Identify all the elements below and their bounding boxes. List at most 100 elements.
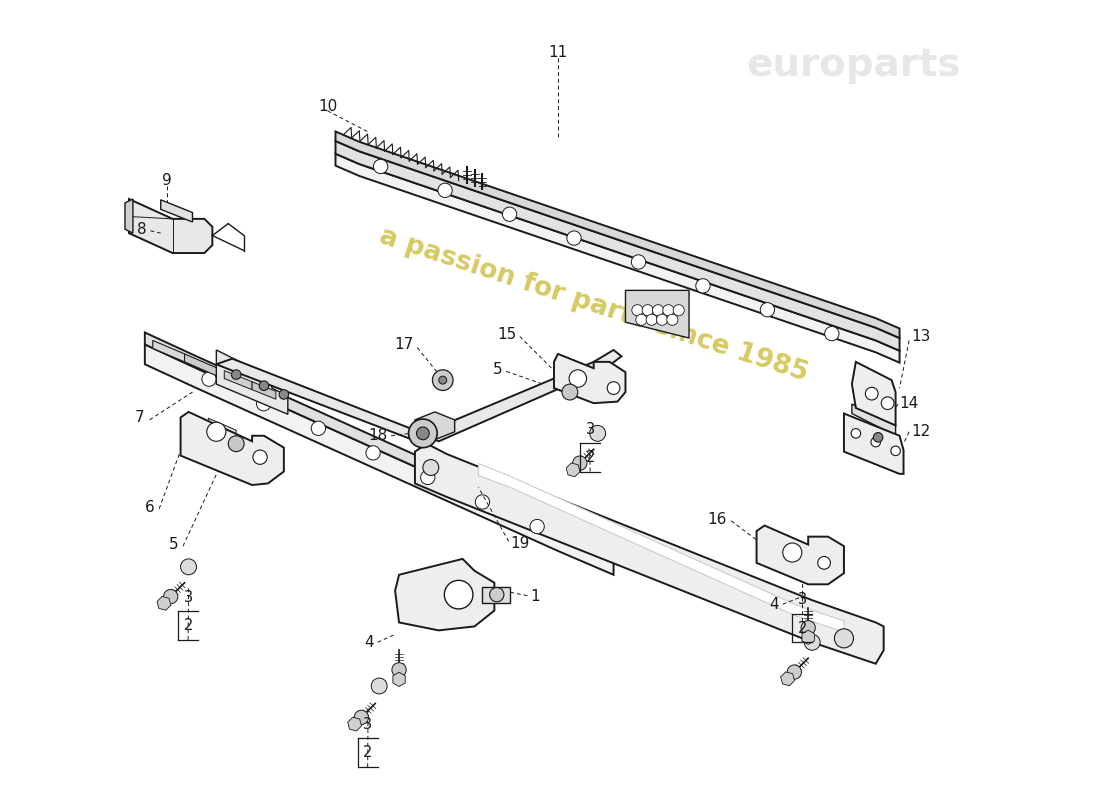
- Polygon shape: [478, 463, 844, 632]
- Circle shape: [420, 470, 434, 485]
- Text: 10: 10: [318, 98, 338, 114]
- Polygon shape: [252, 382, 276, 399]
- Circle shape: [229, 436, 244, 452]
- Text: 19: 19: [510, 535, 530, 550]
- Circle shape: [636, 314, 647, 326]
- Polygon shape: [483, 586, 510, 602]
- Text: 5: 5: [168, 537, 178, 552]
- Polygon shape: [180, 412, 284, 485]
- Polygon shape: [336, 141, 900, 350]
- Polygon shape: [217, 358, 434, 444]
- Circle shape: [788, 665, 802, 679]
- Text: 15: 15: [497, 327, 517, 342]
- Circle shape: [444, 580, 473, 609]
- Text: 6: 6: [144, 500, 154, 514]
- Circle shape: [432, 370, 453, 390]
- Circle shape: [231, 370, 241, 379]
- Polygon shape: [336, 131, 900, 338]
- Text: 16: 16: [707, 512, 727, 526]
- Circle shape: [631, 305, 642, 316]
- Circle shape: [760, 302, 774, 317]
- Polygon shape: [415, 444, 883, 664]
- Circle shape: [891, 446, 900, 456]
- Text: 5: 5: [493, 362, 503, 378]
- Text: 3: 3: [798, 592, 806, 607]
- Circle shape: [871, 438, 880, 447]
- Text: europarts: europarts: [746, 46, 960, 85]
- Polygon shape: [157, 597, 170, 610]
- Circle shape: [417, 427, 429, 440]
- Circle shape: [873, 433, 883, 442]
- Polygon shape: [153, 341, 185, 362]
- Circle shape: [663, 305, 674, 316]
- Circle shape: [835, 629, 854, 648]
- Polygon shape: [566, 463, 580, 477]
- Circle shape: [408, 419, 437, 448]
- Text: 4: 4: [364, 635, 374, 650]
- Circle shape: [503, 207, 517, 222]
- Polygon shape: [161, 200, 192, 222]
- Polygon shape: [393, 672, 405, 686]
- Text: 11: 11: [548, 45, 568, 59]
- Circle shape: [573, 456, 587, 470]
- Circle shape: [607, 382, 620, 394]
- Circle shape: [354, 710, 368, 725]
- Polygon shape: [145, 333, 614, 555]
- Circle shape: [392, 662, 406, 677]
- Text: 9: 9: [162, 174, 172, 188]
- Polygon shape: [844, 414, 903, 474]
- Polygon shape: [419, 350, 622, 442]
- Circle shape: [646, 314, 658, 326]
- Text: 18: 18: [367, 428, 387, 443]
- Polygon shape: [125, 199, 133, 233]
- Text: 13: 13: [912, 329, 931, 344]
- Circle shape: [180, 559, 197, 574]
- Circle shape: [422, 459, 439, 475]
- Polygon shape: [348, 717, 362, 731]
- Circle shape: [475, 495, 490, 509]
- Text: 7: 7: [135, 410, 145, 425]
- Circle shape: [804, 634, 821, 650]
- Circle shape: [260, 381, 268, 390]
- Polygon shape: [415, 412, 454, 440]
- Circle shape: [164, 590, 178, 604]
- Polygon shape: [224, 370, 252, 390]
- Polygon shape: [554, 354, 626, 403]
- Text: 3: 3: [585, 422, 595, 437]
- Circle shape: [642, 305, 653, 316]
- Circle shape: [366, 446, 381, 460]
- Polygon shape: [217, 350, 288, 414]
- Text: 3: 3: [184, 590, 192, 605]
- Polygon shape: [626, 290, 689, 338]
- Circle shape: [652, 305, 663, 316]
- Text: 1: 1: [530, 589, 540, 604]
- Circle shape: [866, 387, 878, 400]
- Text: 2: 2: [363, 746, 373, 760]
- Polygon shape: [185, 354, 232, 382]
- Text: 4: 4: [769, 597, 779, 612]
- Circle shape: [817, 557, 830, 570]
- Circle shape: [279, 390, 288, 399]
- Circle shape: [562, 384, 578, 400]
- Text: 17: 17: [394, 337, 414, 352]
- Circle shape: [569, 370, 586, 387]
- Polygon shape: [851, 404, 895, 436]
- Text: 3: 3: [363, 717, 372, 732]
- Circle shape: [667, 314, 678, 326]
- Circle shape: [438, 183, 452, 198]
- Text: 14: 14: [900, 397, 918, 411]
- Polygon shape: [208, 418, 236, 440]
- Polygon shape: [851, 362, 895, 426]
- Circle shape: [311, 421, 326, 435]
- Circle shape: [207, 422, 226, 442]
- Polygon shape: [757, 526, 844, 584]
- Circle shape: [851, 429, 860, 438]
- Circle shape: [825, 326, 839, 341]
- Text: 2: 2: [585, 450, 595, 465]
- Circle shape: [256, 397, 271, 411]
- Polygon shape: [336, 154, 900, 362]
- Circle shape: [566, 231, 581, 246]
- Circle shape: [783, 543, 802, 562]
- Circle shape: [657, 314, 668, 326]
- Polygon shape: [781, 672, 794, 686]
